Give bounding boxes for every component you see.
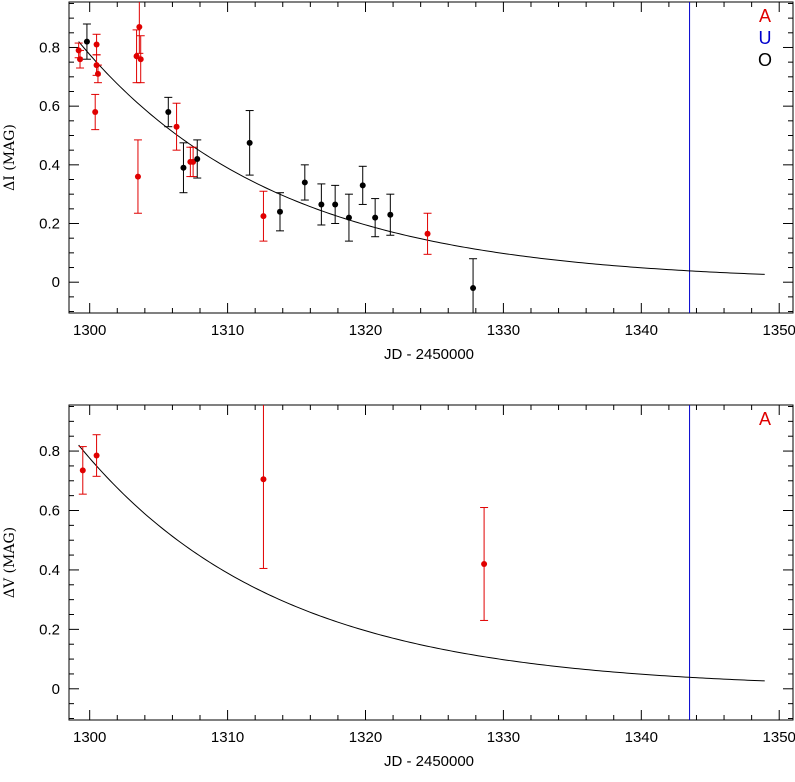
- x-tick-label: 1340: [625, 729, 658, 746]
- y-tick-label: 0.6: [39, 502, 60, 519]
- data-point-o: [246, 139, 253, 146]
- data-point-a: [134, 173, 141, 180]
- data-point-o: [345, 214, 352, 221]
- data-point-a: [94, 70, 101, 77]
- legend-entry: A: [759, 409, 771, 429]
- y-tick-label: 0.2: [39, 216, 60, 233]
- data-point-a: [79, 467, 86, 474]
- data-point-o: [470, 285, 477, 292]
- data-point-a: [93, 452, 100, 459]
- x-axis-label: JD - 2450000: [384, 753, 474, 770]
- y-tick-label: 0.4: [39, 562, 60, 579]
- x-tick-label: 1310: [211, 729, 244, 746]
- data-point-o: [387, 211, 394, 218]
- y-tick-label: 0.8: [39, 443, 60, 460]
- plot-frame: [68, 404, 794, 721]
- legend-entry: U: [759, 28, 772, 48]
- plot-frame: [68, 1, 794, 314]
- y-tick-label: 0.8: [39, 39, 60, 56]
- data-point-a: [260, 213, 267, 220]
- data-point-a: [92, 109, 99, 116]
- y-tick-label: 0.2: [39, 621, 60, 638]
- y-axis-label: ΔI (MAG): [2, 124, 18, 191]
- x-tick-label: 1330: [487, 322, 520, 339]
- data-point-o: [180, 164, 187, 171]
- data-point-a: [136, 23, 143, 30]
- x-tick-label: 1320: [349, 322, 382, 339]
- data-point-o: [318, 201, 325, 208]
- x-tick-label: 1340: [625, 322, 658, 339]
- data-point-a: [260, 476, 267, 483]
- x-tick-label: 1320: [349, 729, 382, 746]
- data-point-o: [359, 182, 366, 189]
- data-point-a: [190, 158, 197, 165]
- x-tick-label: 1300: [73, 729, 106, 746]
- data-point-o: [276, 208, 283, 215]
- data-point-o: [165, 109, 172, 116]
- data-point-a: [77, 56, 84, 63]
- x-tick-label: 1330: [487, 729, 520, 746]
- bottom-panel-v-band: 1300 1310 1320 1330 1340 1350 0 0.2 0.4 0.6 0.8 JD …: [2, 404, 795, 770]
- data-point-o: [372, 214, 379, 221]
- data-point-a: [133, 53, 140, 60]
- x-tick-label: 1300: [73, 322, 106, 339]
- legend-entry: O: [758, 50, 772, 70]
- y-tick-label: 0.6: [39, 98, 60, 115]
- data-point-a: [137, 56, 144, 63]
- legend-entry: A: [759, 6, 771, 26]
- data-point-o: [301, 179, 308, 186]
- y-tick-label: 0: [52, 681, 60, 698]
- data-point-a: [481, 560, 488, 567]
- data-point-a: [93, 41, 100, 48]
- data-point-o: [194, 155, 201, 162]
- model-decay-curve: [78, 444, 765, 682]
- data-point-o: [332, 201, 339, 208]
- x-tick-label: 1350: [763, 729, 795, 746]
- x-axis-label: JD - 2450000: [384, 346, 474, 363]
- top-panel-i-band: 1300 1310 1320 1330 1340 1350 0 0.2 0.4 0.6 0.8 JD …: [2, 1, 795, 363]
- y-axis-label: ΔV (MAG): [2, 527, 18, 598]
- x-tick-label: 1350: [763, 322, 795, 339]
- y-tick-label: 0: [52, 274, 60, 291]
- data-point-a: [173, 123, 180, 130]
- y-tick-label: 0.4: [39, 157, 60, 174]
- x-tick-label: 1310: [211, 322, 244, 339]
- data-point-a: [424, 230, 431, 237]
- data-point-o: [83, 38, 90, 45]
- model-decay-curve: [78, 41, 765, 275]
